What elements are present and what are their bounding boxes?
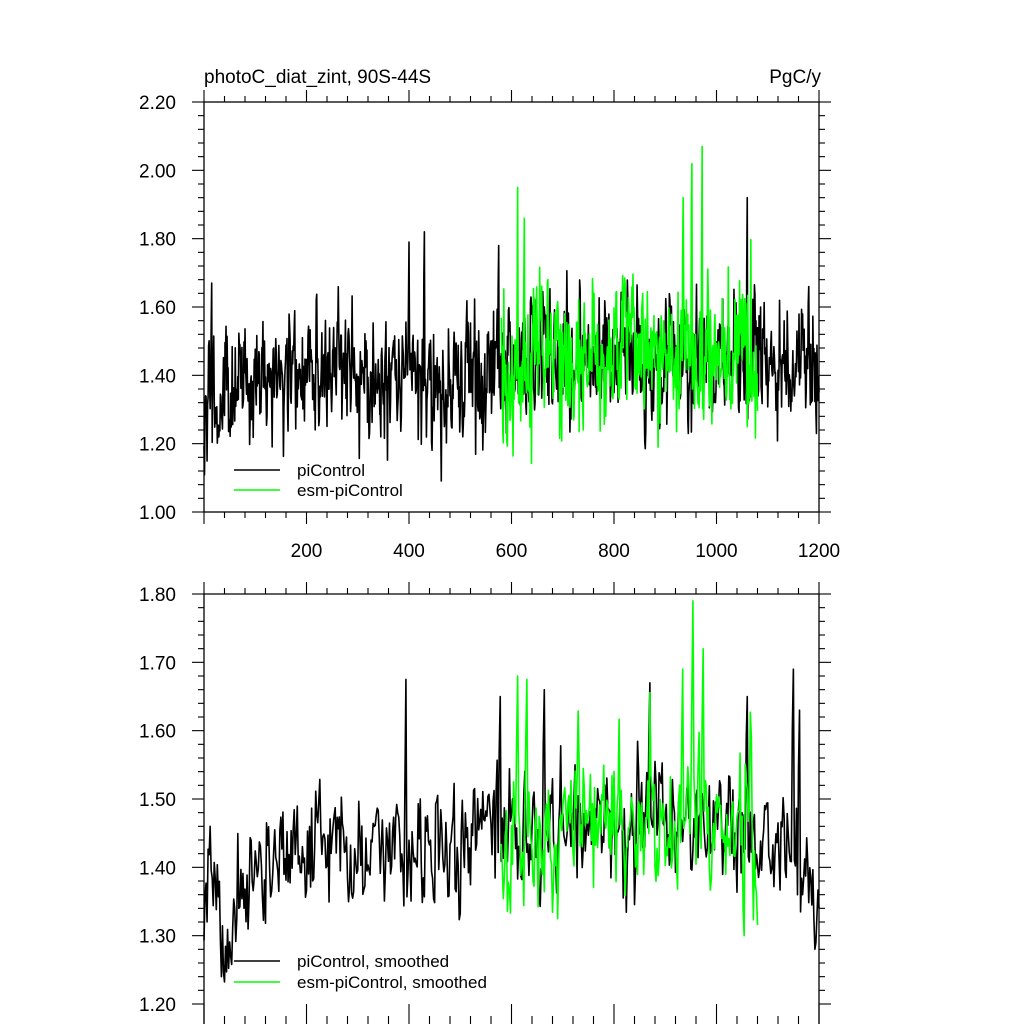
smoothed-plot-frame [203,593,820,1024]
y-tick-label: 2.00 [139,161,176,182]
y-tick-label: 1.40 [139,366,176,387]
legend-label-picontrol: piControl [297,461,365,480]
x-tick-label: 400 [393,541,425,562]
annual-axis-ticks [192,90,831,524]
y-tick-label: 1.30 [139,927,176,948]
annual-panel: 1.00 1.20 1.40 1.60 1.80 2.00 2.20 200 400 600 80… [139,90,840,562]
series-line-esm-picontrol-smoothed [500,600,759,937]
series-line-esm-picontrol [500,145,759,465]
y-tick-label: 1.80 [139,230,176,251]
annual-series-group [203,145,820,482]
y-tick-label: 1.40 [139,858,176,879]
smoothed-y-tick-labels: 1.20 1.30 1.40 1.50 1.60 1.70 1.80 [139,585,176,1016]
legend-label-picontrol-smoothed: piControl, smoothed [297,952,449,971]
annual-plot-frame [203,101,820,513]
x-tick-label: 200 [291,541,323,562]
legend-label-esm-picontrol: esm-piControl [297,481,403,500]
annual-y-tick-labels: 1.00 1.20 1.40 1.60 1.80 2.00 2.20 [139,93,176,524]
smoothed-series-group [203,600,820,983]
smoothed-panel: 1.20 1.30 1.40 1.50 1.60 1.70 1.80 piControl, … [139,582,831,1024]
y-tick-label: 1.20 [139,435,176,456]
y-tick-label: 1.80 [139,585,176,606]
x-tick-label: 1200 [798,541,840,562]
x-tick-label: 800 [598,541,630,562]
smoothed-axis-ticks [192,582,831,1024]
x-tick-label: 1000 [695,541,737,562]
y-tick-label: 1.60 [139,298,176,319]
smoothed-legend: piControl, smoothed esm-piControl, smoot… [234,952,487,992]
y-tick-label: 1.50 [139,790,176,811]
y-tick-label: 2.20 [139,93,176,114]
annual-legend: piControl esm-piControl [234,461,403,500]
y-tick-label: 1.70 [139,653,176,674]
y-tick-label: 1.00 [139,503,176,524]
annual-x-tick-labels: 200 400 600 800 1000 1200 [291,541,840,562]
units-label: PgC/y [769,67,821,88]
y-tick-label: 1.20 [139,995,176,1016]
chart-title: photoC_diat_zint, 90S-44S [204,67,431,88]
legend-label-esm-picontrol-smoothed: esm-piControl, smoothed [297,973,487,992]
x-tick-label: 600 [496,541,528,562]
y-tick-label: 1.60 [139,722,176,743]
